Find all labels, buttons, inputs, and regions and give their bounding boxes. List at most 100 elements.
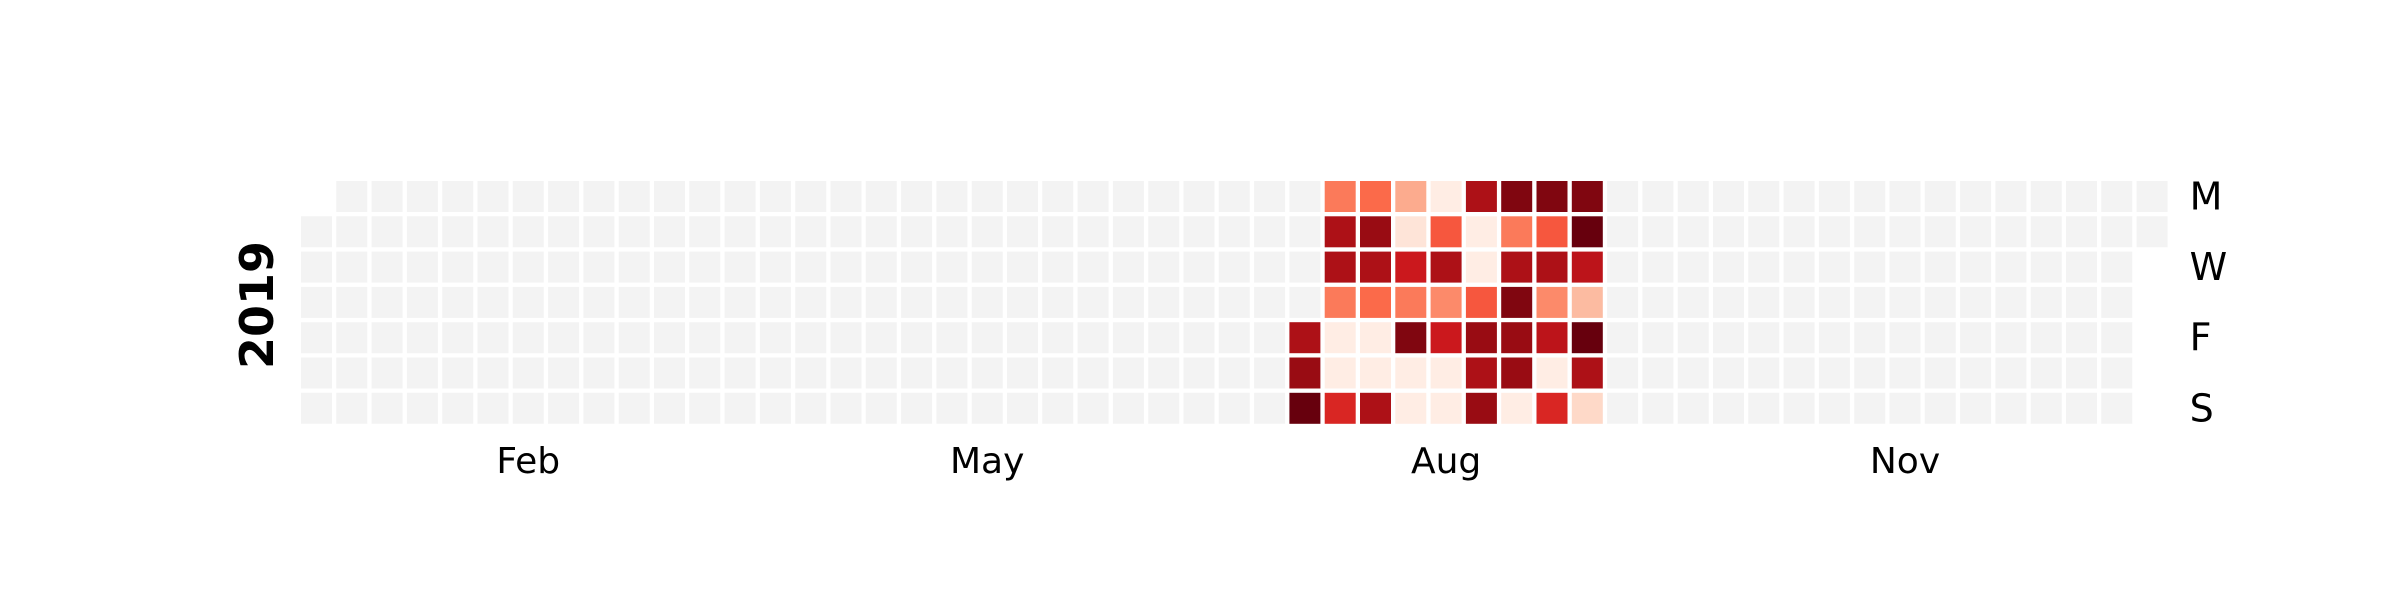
day-cell-2019-04-14 xyxy=(795,392,827,424)
day-cell-2019-10-24 xyxy=(1783,286,1815,318)
day-cell-2019-10-23 xyxy=(1783,251,1815,283)
day-cell-2019-07-08 xyxy=(1254,181,1286,212)
day-cell-2019-09-05 xyxy=(1536,286,1568,318)
day-cell-2019-02-21 xyxy=(548,286,580,318)
day-cell-2019-10-03 xyxy=(1677,286,1709,318)
day-cell-2019-06-03 xyxy=(1077,181,1109,212)
day-cell-2019-07-16 xyxy=(1289,216,1321,248)
day-cell-2019-05-26 xyxy=(1007,392,1038,424)
day-cell-2019-02-05 xyxy=(477,216,509,248)
day-cell-2019-12-02 xyxy=(1995,181,2027,212)
day-cell-2019-07-11 xyxy=(1254,286,1286,318)
day-cell-2019-09-01 xyxy=(1501,392,1533,424)
day-cell-2019-09-28 xyxy=(1642,357,1674,389)
day-cell-2019-01-12 xyxy=(336,357,368,389)
day-cell-2019-12-11 xyxy=(2030,251,2062,283)
day-cell-2019-04-26 xyxy=(865,322,897,354)
day-cell-2019-11-30 xyxy=(1960,357,1992,389)
day-cell-2019-05-07 xyxy=(936,216,968,248)
day-cell-2019-10-09 xyxy=(1713,251,1744,283)
weekday-label-f: F xyxy=(2190,316,2212,360)
day-cell-2019-02-26 xyxy=(583,216,615,248)
day-cell-2019-01-11 xyxy=(336,322,368,354)
day-cell-2019-07-12 xyxy=(1254,322,1286,354)
day-cell-2019-07-10 xyxy=(1254,251,1286,283)
day-cell-2019-03-29 xyxy=(724,322,756,354)
day-cell-2019-01-04 xyxy=(301,322,332,354)
day-cell-2019-01-16 xyxy=(371,251,403,283)
day-cell-2019-06-02 xyxy=(1042,392,1074,424)
day-cell-2019-01-21 xyxy=(406,181,438,212)
day-cell-2019-01-08 xyxy=(336,216,368,248)
day-cell-2019-03-20 xyxy=(689,251,721,283)
day-cell-2019-07-05 xyxy=(1218,322,1250,354)
day-cell-2019-05-04 xyxy=(901,357,933,389)
day-cell-2019-05-20 xyxy=(1007,181,1038,212)
day-cell-2019-09-24 xyxy=(1642,216,1674,248)
day-cell-2019-01-18 xyxy=(371,322,403,354)
day-cell-2019-05-19 xyxy=(971,392,1003,424)
day-cell-2019-03-25 xyxy=(724,181,756,212)
day-cell-2019-04-17 xyxy=(830,251,862,283)
day-cell-2019-11-27 xyxy=(1960,251,1992,283)
day-cell-2019-09-16 xyxy=(1607,181,1639,212)
day-cell-2019-01-05 xyxy=(301,357,332,389)
day-cell-2019-10-01 xyxy=(1677,216,1709,248)
day-cell-2019-08-05 xyxy=(1395,181,1427,212)
day-cell-2019-08-02 xyxy=(1360,322,1391,354)
day-cell-2019-02-03 xyxy=(442,392,474,424)
day-cell-2019-06-18 xyxy=(1148,216,1180,248)
day-cell-2019-10-08 xyxy=(1713,216,1744,248)
day-cell-2019-03-18 xyxy=(689,181,721,212)
day-cell-2019-01-27 xyxy=(406,392,438,424)
day-cell-2019-03-31 xyxy=(724,392,756,424)
day-cell-2019-04-21 xyxy=(830,392,862,424)
day-cell-2019-03-19 xyxy=(689,216,721,248)
month-label-aug: Aug xyxy=(1411,441,1481,482)
day-cell-2019-03-16 xyxy=(654,357,685,389)
day-cell-2019-04-02 xyxy=(759,216,791,248)
day-cell-2019-04-11 xyxy=(795,286,827,318)
day-cell-2019-10-28 xyxy=(1818,181,1850,212)
day-cell-2019-07-29 xyxy=(1360,181,1391,212)
day-cell-2019-08-09 xyxy=(1395,322,1427,354)
day-cell-2019-05-08 xyxy=(936,251,968,283)
day-cell-2019-04-27 xyxy=(865,357,897,389)
day-cell-2019-09-10 xyxy=(1571,216,1603,248)
day-cell-2019-11-18 xyxy=(1924,181,1956,212)
day-cell-2019-02-01 xyxy=(442,322,474,354)
day-cell-2019-05-15 xyxy=(971,251,1003,283)
day-cell-2019-12-14 xyxy=(2030,357,2062,389)
day-cell-2019-09-09 xyxy=(1571,181,1603,212)
day-cell-2019-09-13 xyxy=(1571,322,1603,354)
day-cell-2019-06-16 xyxy=(1112,392,1144,424)
day-cell-2019-03-01 xyxy=(583,322,615,354)
day-cell-2019-11-12 xyxy=(1889,216,1921,248)
day-cell-2019-09-23 xyxy=(1642,181,1674,212)
day-cell-2019-12-13 xyxy=(2030,322,2062,354)
day-cell-2019-04-18 xyxy=(830,286,862,318)
day-cell-2019-12-20 xyxy=(2066,322,2097,354)
day-cell-2019-02-24 xyxy=(548,392,580,424)
day-cell-2019-01-07 xyxy=(336,181,368,212)
day-cell-2019-10-11 xyxy=(1713,322,1744,354)
day-cell-2019-05-10 xyxy=(936,322,968,354)
day-cell-2019-07-21 xyxy=(1289,392,1321,424)
day-cell-2019-12-21 xyxy=(2066,357,2097,389)
day-cell-2019-02-08 xyxy=(477,322,509,354)
day-cell-2019-02-13 xyxy=(512,251,544,283)
day-cell-2019-10-31 xyxy=(1818,286,1850,318)
day-cell-2019-09-06 xyxy=(1536,322,1568,354)
day-cell-2019-12-06 xyxy=(1995,322,2027,354)
day-cell-2019-02-14 xyxy=(512,286,544,318)
day-cell-2019-07-01 xyxy=(1218,181,1250,212)
day-cell-2019-12-01 xyxy=(1960,392,1992,424)
day-cell-2019-03-02 xyxy=(583,357,615,389)
day-cell-2019-09-30 xyxy=(1677,181,1709,212)
day-cell-2019-09-07 xyxy=(1536,357,1568,389)
day-cell-2019-04-12 xyxy=(795,322,827,354)
day-cell-2019-11-24 xyxy=(1924,392,1956,424)
day-cell-2019-05-31 xyxy=(1042,322,1074,354)
day-cell-2019-02-25 xyxy=(583,181,615,212)
